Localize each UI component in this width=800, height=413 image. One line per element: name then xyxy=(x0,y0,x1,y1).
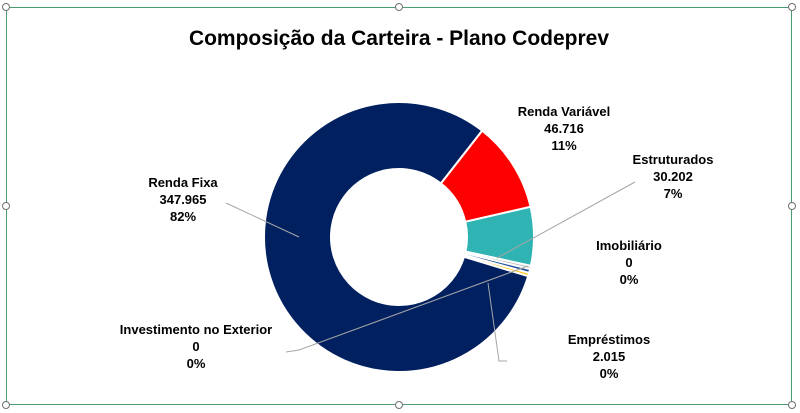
data-label-investimento-no-exterior-percent: 0% xyxy=(187,356,206,371)
donut-slices xyxy=(263,101,535,373)
resize-handle-bottom-right[interactable] xyxy=(788,401,796,409)
data-label-emprestimos-name: Empréstimos xyxy=(568,332,650,347)
data-label-estruturados-name: Estruturados xyxy=(633,152,714,167)
resize-handle-bottom-center[interactable] xyxy=(395,401,403,409)
leader-line-estruturados xyxy=(496,181,636,259)
slice-renda-fixa[interactable] xyxy=(263,101,530,373)
data-label-renda-variavel-name: Renda Variável xyxy=(518,104,611,119)
data-label-renda-variavel-value: 46.716 xyxy=(544,121,584,136)
data-labels: Renda Variável 46.716 11% Estruturados 30.20… xyxy=(120,104,714,381)
data-label-investimento-no-exterior-name: Investimento no Exterior xyxy=(120,322,272,337)
data-label-emprestimos-value: 2.015 xyxy=(593,349,626,364)
resize-handle-top-center[interactable] xyxy=(395,3,403,11)
data-label-estruturados-value: 30.202 xyxy=(653,169,693,184)
leader-line-investimento-no-exterior xyxy=(285,265,529,353)
data-label-imobiliario-percent: 0% xyxy=(620,272,639,287)
data-label-renda-variavel-percent: 11% xyxy=(551,138,577,153)
resize-handle-top-left[interactable] xyxy=(2,3,10,11)
data-label-estruturados-percent: 7% xyxy=(664,186,683,201)
data-label-imobiliario-name: Imobiliário xyxy=(596,238,662,253)
resize-handle-top-right[interactable] xyxy=(788,3,796,11)
data-label-renda-fixa-name: Renda Fixa xyxy=(148,175,218,190)
data-label-renda-fixa-value: 347.965 xyxy=(160,192,207,207)
leader-line-renda-fixa xyxy=(225,202,300,238)
data-label-emprestimos-percent: 0% xyxy=(600,366,619,381)
leader-lines xyxy=(225,181,636,362)
resize-handle-bottom-left[interactable] xyxy=(2,401,10,409)
data-label-imobiliario-value: 0 xyxy=(625,255,632,270)
leader-line-emprestimos xyxy=(487,282,507,362)
resize-handle-middle-left[interactable] xyxy=(2,202,10,210)
data-label-renda-fixa-percent: 82% xyxy=(170,209,196,224)
chart-title: Composição da Carteira - Plano Codeprev xyxy=(189,27,609,50)
data-label-investimento-no-exterior-value: 0 xyxy=(192,339,199,354)
resize-handle-middle-right[interactable] xyxy=(788,202,796,210)
